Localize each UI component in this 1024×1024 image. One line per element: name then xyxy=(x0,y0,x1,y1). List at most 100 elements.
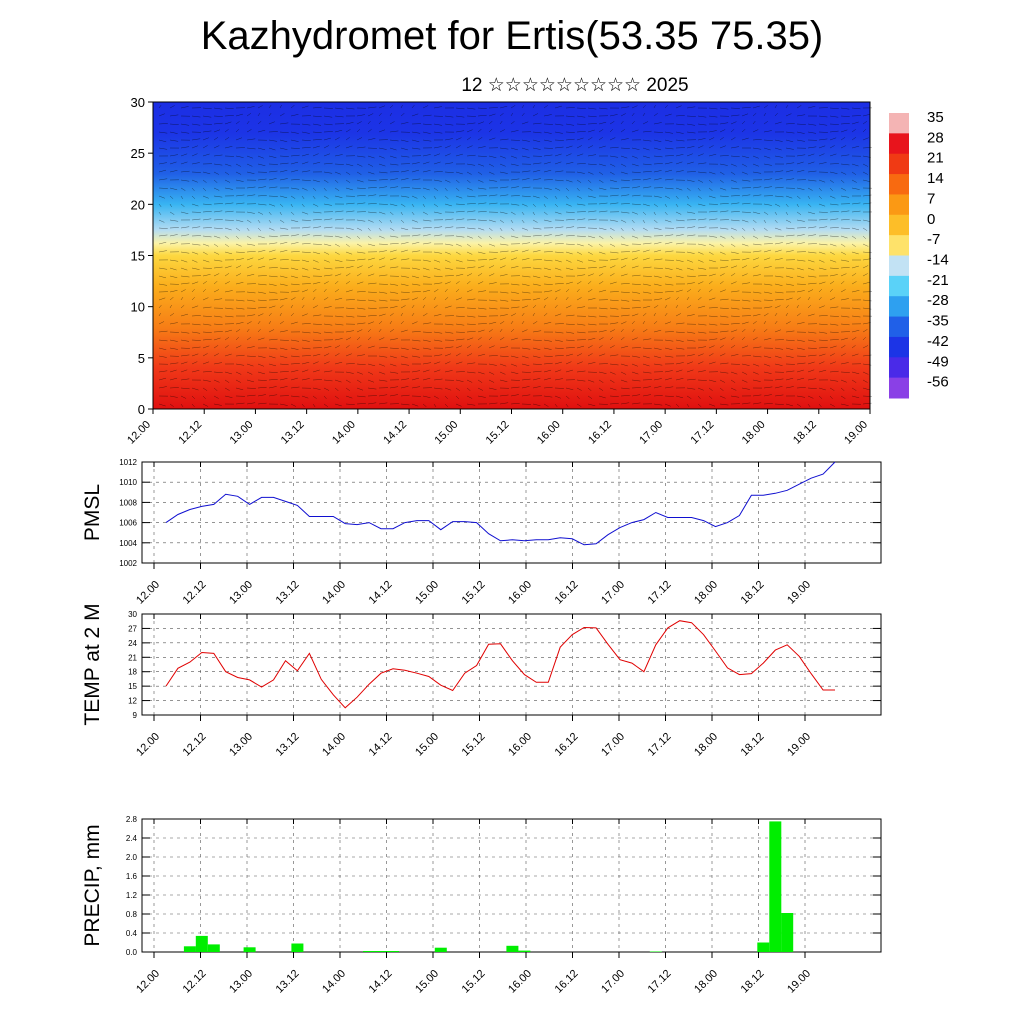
y-tick-label: 1004 xyxy=(119,539,137,548)
y-axis-label: PMSL xyxy=(81,484,104,541)
y-tick-label: 15 xyxy=(128,682,137,691)
y-tick-label: 0.4 xyxy=(126,929,138,938)
precip-bar xyxy=(207,944,220,952)
y-tick-label: 0.8 xyxy=(126,910,138,919)
colorbar-segment xyxy=(889,174,909,195)
precip-bar xyxy=(183,946,196,952)
x-tick-label: 14.00 xyxy=(320,968,348,996)
y-tick-label: 18 xyxy=(128,668,137,677)
temp-series-line xyxy=(165,620,835,709)
wind-barbs xyxy=(158,104,873,408)
colorbar-segment xyxy=(889,357,909,379)
colorbar-segment xyxy=(889,255,909,277)
precip-bar xyxy=(769,821,782,952)
precip-bar xyxy=(757,942,770,952)
y-tick-label: 1.2 xyxy=(126,891,138,900)
colorbar-label: 28 xyxy=(927,129,944,146)
x-tick-label: 19.00 xyxy=(785,968,813,996)
colorbar-segment xyxy=(889,296,909,318)
y-tick-label: 12 xyxy=(128,697,137,706)
panel-frame xyxy=(141,613,882,716)
x-tick-label: 16.12 xyxy=(553,968,581,996)
colorbar-label: 35 xyxy=(927,109,944,126)
precip-bar xyxy=(518,950,531,952)
precip-bar xyxy=(506,945,519,952)
panel-frame xyxy=(141,461,882,564)
x-tick-label: 17.12 xyxy=(646,968,674,996)
y-tick-label: 2.8 xyxy=(126,815,138,824)
y-tick-label: 30 xyxy=(128,610,137,619)
colorbar-label: -14 xyxy=(927,252,949,269)
page-title: Kazhydromet for Ertis(53.35 75.35) xyxy=(200,14,824,58)
y-axis-label: PRECIP, mm xyxy=(81,824,104,946)
y-tick-label: 25 xyxy=(131,146,145,161)
y-tick-label: 1012 xyxy=(119,458,137,467)
y-tick-label: 1002 xyxy=(119,559,137,568)
colorbar-segment xyxy=(889,316,909,338)
precip-bar xyxy=(434,947,447,952)
colorbar-label: -28 xyxy=(927,292,949,309)
colorbar-segment xyxy=(889,214,909,236)
colorbar-segment xyxy=(889,113,909,134)
x-tick-label: 13.00 xyxy=(227,968,255,996)
heatmap-field xyxy=(153,102,870,409)
colorbar-label: 14 xyxy=(927,170,944,187)
y-tick-label: 9 xyxy=(133,711,138,720)
colorbar-label: -56 xyxy=(927,374,949,391)
y-tick-label: 0.0 xyxy=(126,948,138,957)
colorbar-label: 21 xyxy=(927,150,944,167)
y-tick-label: 10 xyxy=(131,300,145,315)
precip-bar xyxy=(649,951,662,952)
colorbar-segment xyxy=(889,194,909,216)
y-tick-label: 1.6 xyxy=(126,872,138,881)
y-tick-label: 27 xyxy=(128,624,137,633)
precip-bar xyxy=(243,947,256,953)
y-tick-label: 5 xyxy=(138,351,145,366)
precip-bar xyxy=(781,913,794,952)
x-tick-label: 18.00 xyxy=(692,968,720,996)
y-tick-label: 2.0 xyxy=(126,853,138,862)
colorbar-segment xyxy=(889,377,909,399)
colorbar-segment xyxy=(889,336,909,358)
colorbar-segment xyxy=(889,235,909,256)
colorbar-label: -42 xyxy=(927,333,949,350)
precip-bar xyxy=(375,951,387,952)
x-tick-label: 16.00 xyxy=(506,968,534,996)
x-tick-label: 13.12 xyxy=(274,968,302,996)
colorbar-label: 0 xyxy=(927,211,935,228)
precip-bar xyxy=(195,935,208,952)
colorbar-label: -35 xyxy=(927,313,949,330)
x-tick-label: 14.12 xyxy=(367,968,395,996)
x-tick-label: 15.00 xyxy=(413,968,441,996)
y-tick-label: 15 xyxy=(131,249,145,264)
x-tick-label: 12.12 xyxy=(181,968,209,996)
precip-bar xyxy=(363,951,376,952)
colorbar-label: -21 xyxy=(927,272,949,289)
y-tick-label: 1008 xyxy=(119,498,137,507)
colorbar-segment xyxy=(889,153,909,175)
y-tick-label: 20 xyxy=(131,197,145,212)
colorbar-label: -7 xyxy=(927,231,940,248)
y-tick-label: 24 xyxy=(128,639,137,648)
x-tick-label: 12.00 xyxy=(134,968,162,996)
x-tick-label: 17.00 xyxy=(599,968,627,996)
y-axis-label: TEMP at 2 M xyxy=(81,603,104,725)
colorbar-label: 7 xyxy=(927,190,935,207)
y-tick-label: 2.4 xyxy=(126,834,138,843)
precip-bar xyxy=(387,951,399,952)
y-tick-label: 1006 xyxy=(119,519,137,528)
x-tick-label: 15.12 xyxy=(460,968,488,996)
y-tick-label: 21 xyxy=(128,653,137,662)
precip-bar xyxy=(291,943,304,952)
y-tick-label: 30 xyxy=(131,95,145,110)
y-tick-label: 0 xyxy=(138,402,145,417)
y-tick-label: 1010 xyxy=(119,478,137,487)
colorbar-segment xyxy=(889,133,909,155)
x-tick-label: 18.12 xyxy=(739,968,767,996)
pmsl-series-line xyxy=(165,461,836,546)
